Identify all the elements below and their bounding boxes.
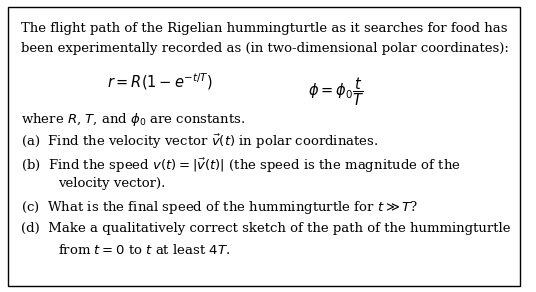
Text: $\phi = \phi_0 \dfrac{t}{T}$: $\phi = \phi_0 \dfrac{t}{T}$ [308,75,364,108]
Text: (b)  Find the speed $v(t) = |\vec{v}(t)|$ (the speed is the magnitude of the: (b) Find the speed $v(t) = |\vec{v}(t)|$… [21,156,461,175]
Text: been experimentally recorded as (in two-dimensional polar coordinates):: been experimentally recorded as (in two-… [21,42,509,55]
Text: $r = R(1 - e^{-t/T})$: $r = R(1 - e^{-t/T})$ [107,72,213,92]
Text: from $t = 0$ to $t$ at least $4T$.: from $t = 0$ to $t$ at least $4T$. [58,243,230,257]
Text: where $R$, $T$, and $\phi_0$ are constants.: where $R$, $T$, and $\phi_0$ are constan… [21,111,246,128]
Text: The flight path of the Rigelian hummingturtle as it searches for food has: The flight path of the Rigelian hummingt… [21,22,508,35]
Text: (d)  Make a qualitatively correct sketch of the path of the hummingturtle: (d) Make a qualitatively correct sketch … [21,222,511,235]
Text: velocity vector).: velocity vector). [58,177,165,190]
Text: (c)  What is the final speed of the hummingturtle for $t \gg T$?: (c) What is the final speed of the hummi… [21,199,419,216]
Text: (a)  Find the velocity vector $\vec{v}(t)$ in polar coordinates.: (a) Find the velocity vector $\vec{v}(t)… [21,133,379,151]
